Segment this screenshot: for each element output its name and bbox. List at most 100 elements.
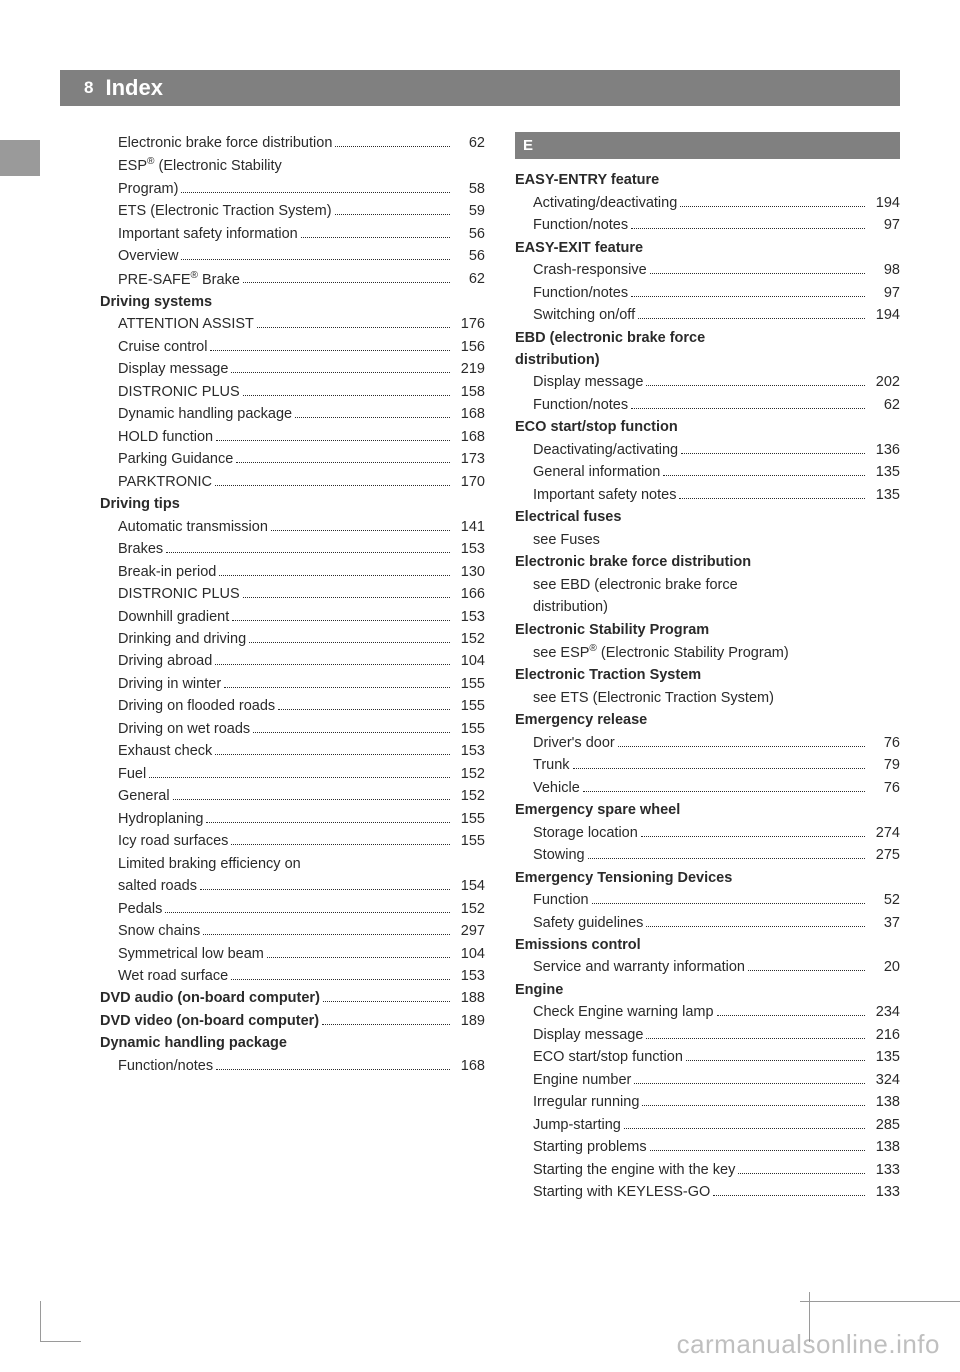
index-entry: Function/notes97 (515, 282, 900, 304)
leader-dots (215, 754, 450, 755)
leader-dots (646, 1038, 865, 1039)
index-entry-label: Hydroplaning (118, 808, 203, 830)
index-entry-label: Snow chains (118, 920, 200, 942)
leader-dots (181, 192, 450, 193)
index-see-ref: see ESP® (Electronic Stability Program) (515, 641, 900, 664)
index-entry-page: 135 (868, 1046, 900, 1068)
index-entry-label: ECO start/stop function (533, 1046, 683, 1068)
index-entry-label: ESP® (Electronic Stability (100, 154, 485, 177)
index-entry-label: PARKTRONIC (118, 471, 212, 493)
index-entry: Snow chains 297 (100, 920, 485, 942)
index-entry-page: 138 (868, 1136, 900, 1158)
leader-dots (215, 664, 450, 665)
leader-dots (322, 1024, 450, 1025)
index-heading: Driving tips (100, 493, 485, 515)
index-entry: Irregular running138 (515, 1091, 900, 1113)
index-entry-page: 141 (453, 516, 485, 538)
leader-dots (231, 844, 450, 845)
index-entry-page: 158 (453, 381, 485, 403)
leader-dots (173, 799, 450, 800)
leader-dots (301, 237, 450, 238)
index-entry-page: 136 (868, 439, 900, 461)
index-entry-page: 274 (868, 822, 900, 844)
index-entry: Cruise control156 (100, 336, 485, 358)
leader-dots (588, 858, 865, 859)
leader-dots (717, 1015, 865, 1016)
index-entry-page: 155 (453, 695, 485, 717)
leader-dots (583, 791, 865, 792)
leader-dots (253, 732, 450, 733)
leader-dots (243, 597, 450, 598)
index-entry-page: 152 (453, 763, 485, 785)
index-entry-label: Downhill gradient (118, 606, 229, 628)
leader-dots (650, 273, 865, 274)
index-entry: Exhaust check153 (100, 740, 485, 762)
index-entry: Display message202 (515, 371, 900, 393)
index-entry-label: Deactivating/activating (533, 439, 678, 461)
index-entry-page: 76 (868, 777, 900, 799)
leader-dots (243, 282, 450, 283)
section-letter: E (515, 132, 900, 159)
leader-dots (680, 206, 865, 207)
index-entry-label: Exhaust check (118, 740, 212, 762)
index-entry-page: 168 (453, 426, 485, 448)
index-entry: Function/notes168 (100, 1055, 485, 1077)
leader-dots (165, 912, 450, 913)
index-heading: Electronic Stability Program (515, 619, 900, 641)
leader-dots (181, 259, 450, 260)
index-entry: Important safety information56 (100, 223, 485, 245)
index-see-ref: see Fuses (515, 529, 900, 551)
index-entry-page: 97 (868, 282, 900, 304)
leader-dots (257, 327, 450, 328)
index-heading: Dynamic handling package (100, 1032, 485, 1054)
index-entry-page: 76 (868, 732, 900, 754)
index-entry: Stowing275 (515, 844, 900, 866)
index-entry-page: 173 (453, 448, 485, 470)
index-entry-page: 168 (453, 1055, 485, 1077)
index-entry: Hydroplaning155 (100, 808, 485, 830)
index-entry-label: Display message (118, 358, 228, 380)
index-entry-label: Overview (118, 245, 178, 267)
leader-dots (573, 768, 865, 769)
index-see-ref: distribution) (515, 596, 900, 618)
index-entry: ETS (Electronic Traction System)59 (100, 200, 485, 222)
index-entry-label: Trunk (533, 754, 570, 776)
index-heading: EASY-ENTRY feature (515, 169, 900, 191)
index-entry-label: DISTRONIC PLUS (118, 583, 240, 605)
index-entry: Storage location274 (515, 822, 900, 844)
index-entry-label: Pedals (118, 898, 162, 920)
index-entry: Service and warranty information20 (515, 956, 900, 978)
leader-dots (232, 620, 450, 621)
index-entry-page: 59 (453, 200, 485, 222)
leader-dots (236, 462, 450, 463)
index-entry-page: 153 (453, 606, 485, 628)
index-entry-label: Function (533, 889, 589, 911)
leader-dots (679, 498, 865, 499)
index-heading: Emergency release (515, 709, 900, 731)
index-entry: Driver's door76 (515, 732, 900, 754)
index-entry-label: Function/notes (533, 214, 628, 236)
leader-dots (618, 746, 865, 747)
leader-dots (231, 979, 450, 980)
index-entry-page: 130 (453, 561, 485, 583)
index-entry-label: Electronic brake force distribution (118, 132, 332, 154)
index-entry: HOLD function 168 (100, 426, 485, 448)
index-entry-page: 152 (453, 785, 485, 807)
leader-dots (249, 642, 450, 643)
leader-dots (295, 417, 450, 418)
index-entry-page: 194 (868, 192, 900, 214)
index-heading: Electronic Traction System (515, 664, 900, 686)
index-entry: Parking Guidance173 (100, 448, 485, 470)
index-entry-page: 62 (868, 394, 900, 416)
index-entry: Jump-starting285 (515, 1114, 900, 1136)
leader-dots (335, 214, 450, 215)
index-entry-page: 297 (453, 920, 485, 942)
leader-dots (216, 440, 450, 441)
index-entry-page: 176 (453, 313, 485, 335)
index-entry: General152 (100, 785, 485, 807)
index-entry-label: HOLD function (118, 426, 213, 448)
index-entry-label: General information (533, 461, 660, 483)
index-entry: Safety guidelines37 (515, 912, 900, 934)
index-heading: Emergency Tensioning Devices (515, 867, 900, 889)
index-entry: Program)58 (100, 178, 485, 200)
